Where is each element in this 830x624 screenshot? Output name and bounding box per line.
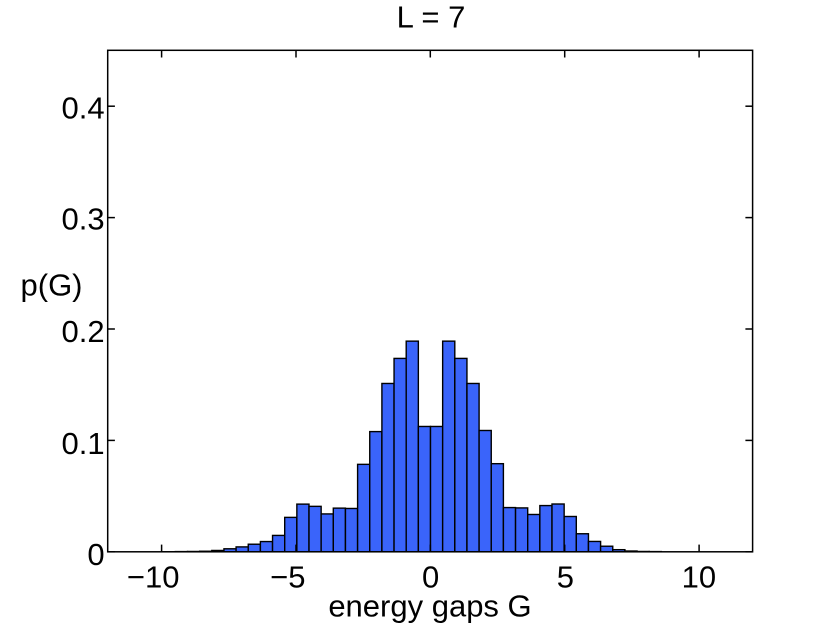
svg-text:−5: −5 <box>270 559 305 594</box>
svg-text:p(G): p(G) <box>21 268 83 303</box>
svg-text:5: 5 <box>557 559 574 594</box>
svg-text:0: 0 <box>422 559 439 594</box>
svg-text:0.1: 0.1 <box>61 426 104 461</box>
svg-text:−10: −10 <box>127 559 180 594</box>
svg-text:0.2: 0.2 <box>61 314 104 349</box>
svg-text:L = 7: L = 7 <box>397 0 466 35</box>
svg-text:energy gaps G: energy gaps G <box>328 588 531 623</box>
svg-text:0.3: 0.3 <box>61 202 104 237</box>
svg-text:0.4: 0.4 <box>61 91 104 126</box>
svg-text:0: 0 <box>87 537 104 572</box>
svg-text:10: 10 <box>682 559 716 594</box>
